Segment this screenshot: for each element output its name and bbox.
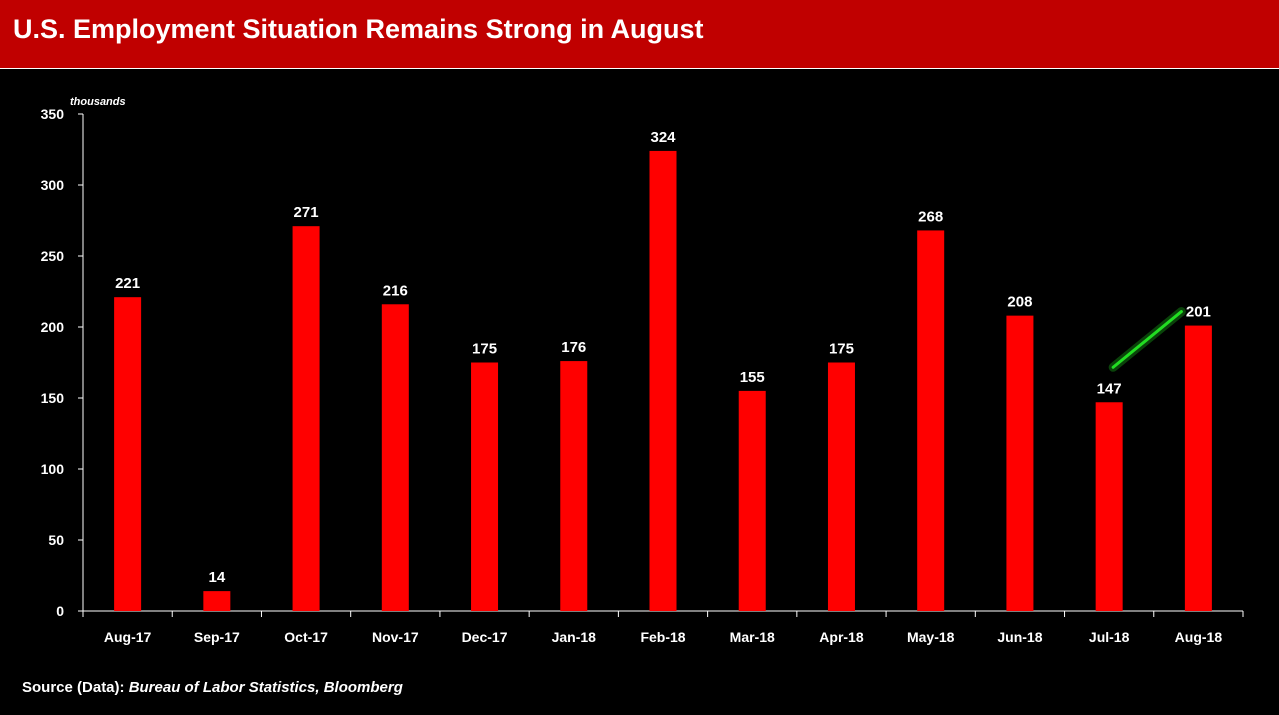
y-tick-label: 300 xyxy=(41,177,65,193)
data-label: 175 xyxy=(472,341,497,358)
bar xyxy=(917,230,945,611)
x-tick-label: May-18 xyxy=(907,629,955,645)
bar xyxy=(381,304,409,611)
header-bar: U.S. Employment Situation Remains Strong… xyxy=(0,0,1279,69)
bar xyxy=(1006,315,1034,611)
y-tick-label: 0 xyxy=(56,603,64,619)
data-label: 221 xyxy=(115,275,140,292)
trend-annotation xyxy=(1108,307,1186,372)
bar xyxy=(114,297,142,611)
trend-line xyxy=(1111,310,1183,369)
x-tick-label: Oct-17 xyxy=(284,629,328,645)
x-tick-label: Dec-17 xyxy=(462,629,508,645)
data-label: 201 xyxy=(1186,304,1211,321)
data-label: 147 xyxy=(1097,380,1122,397)
y-tick-label: 100 xyxy=(41,461,65,477)
data-label: 208 xyxy=(1007,294,1032,311)
x-tick-label: Mar-18 xyxy=(730,629,775,645)
x-tick-label: Sep-17 xyxy=(194,629,240,645)
x-tick-label: Jun-18 xyxy=(997,629,1042,645)
x-tick-label: Aug-17 xyxy=(104,629,152,645)
bar xyxy=(1184,325,1212,611)
data-labels-group: 221 14 271 216 175 176 324 155 175 268 208 147 201 xyxy=(115,129,1211,586)
bar xyxy=(203,591,231,611)
data-label: 324 xyxy=(650,129,676,146)
y-tick-label: 350 xyxy=(41,106,65,122)
x-tick-label: Jul-18 xyxy=(1089,629,1130,645)
bar xyxy=(1095,402,1123,611)
y-axis: 0 50 100 150 200 250 300 350 xyxy=(41,106,84,619)
y-tick-label: 250 xyxy=(41,248,65,264)
x-tick-label: Nov-17 xyxy=(372,629,419,645)
x-tick-label: Apr-18 xyxy=(819,629,864,645)
source-detail: Bureau of Labor Statistics, Bloomberg xyxy=(128,679,403,696)
x-tick-label: Jan-18 xyxy=(552,629,597,645)
x-tick-label: Feb-18 xyxy=(640,629,685,645)
bar xyxy=(649,150,677,612)
y-tick-label: 50 xyxy=(48,532,64,548)
y-tick-label: 150 xyxy=(41,390,65,406)
unit-label: thousands xyxy=(70,96,126,108)
data-label: 268 xyxy=(918,208,943,225)
bar xyxy=(292,226,320,611)
source-note: Source (Data): Bureau of Labor Statistic… xyxy=(22,679,403,696)
data-label: 175 xyxy=(829,341,854,358)
bar xyxy=(827,362,855,611)
data-label: 155 xyxy=(740,369,765,386)
bars-group xyxy=(114,150,1212,612)
source-prefix: Source (Data): xyxy=(22,679,129,696)
x-tick-label: Aug-18 xyxy=(1175,629,1223,645)
bar-chart: 0 50 100 150 200 250 300 350 Aug-17 Sep-17 Oct-17… xyxy=(41,106,1244,645)
data-label: 216 xyxy=(383,282,408,299)
page-title: U.S. Employment Situation Remains Strong… xyxy=(13,14,704,44)
x-axis: Aug-17 Sep-17 Oct-17 Nov-17 Dec-17 Jan-18 Feb-… xyxy=(82,610,1244,645)
data-label: 176 xyxy=(561,339,586,356)
bar xyxy=(471,362,499,611)
data-label: 14 xyxy=(209,569,226,586)
data-label: 271 xyxy=(294,204,319,221)
bar xyxy=(738,390,766,611)
bar xyxy=(560,361,588,611)
y-tick-label: 200 xyxy=(41,319,65,335)
